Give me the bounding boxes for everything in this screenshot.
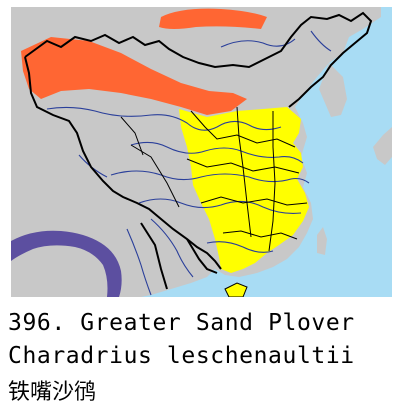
species-scientific-name: Charadrius leschenaultii	[8, 343, 355, 369]
land-korea	[319, 63, 347, 117]
land-taiwan	[317, 227, 327, 255]
resident-range	[11, 230, 122, 297]
species-chinese-name: 铁嘴沙鸻	[8, 380, 97, 405]
species-common-name: Greater Sand Plover	[80, 310, 355, 336]
breeding-range-north	[159, 8, 267, 29]
species-number: 396.	[8, 310, 66, 336]
borders	[24, 11, 373, 290]
species-caption-line1: 396. Greater Sand Plover	[8, 310, 355, 336]
range-map	[11, 7, 392, 297]
winter-range	[179, 107, 309, 273]
land-japan	[373, 127, 392, 165]
breeding-range-main	[21, 37, 247, 115]
land-hainan	[224, 282, 248, 297]
province-borders	[120, 106, 308, 252]
